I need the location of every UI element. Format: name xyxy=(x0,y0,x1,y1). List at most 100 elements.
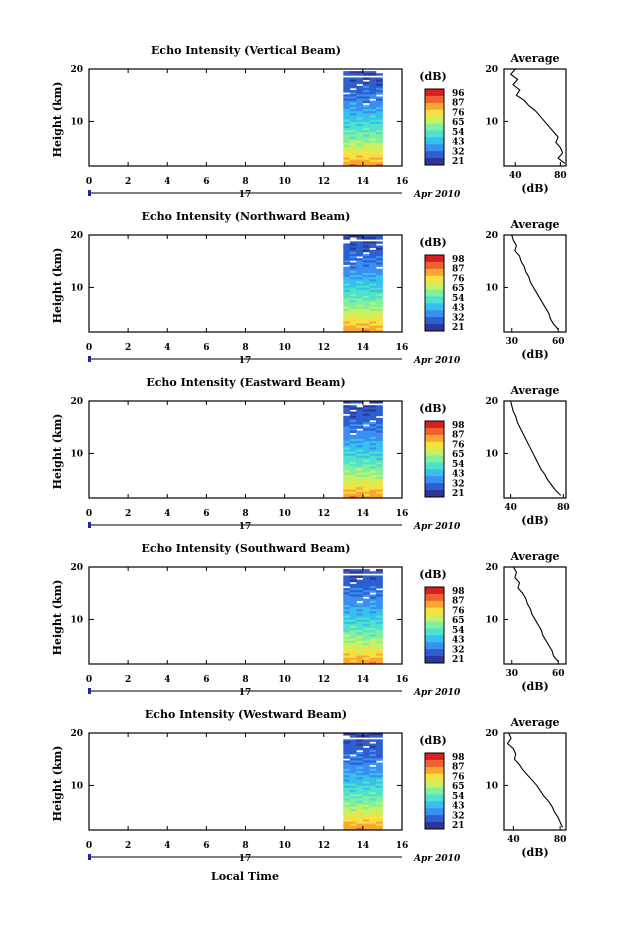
heatmap-cell xyxy=(362,602,370,606)
heatmap-cell xyxy=(349,249,357,253)
heatmap-cell xyxy=(349,770,357,774)
heatmap-cell xyxy=(349,653,357,656)
heatmap-cell xyxy=(349,623,357,627)
colorbar-tick-label: 32 xyxy=(452,313,465,323)
colorbar-tick-label: 98 xyxy=(452,753,465,763)
profile-y-tick-label: 10 xyxy=(485,283,498,293)
heatmap-cell xyxy=(349,319,357,322)
heatmap-cell xyxy=(343,100,351,104)
heatmap-cell xyxy=(343,649,351,652)
heatmap-cell xyxy=(375,304,383,308)
y-axis-label: Height (km) xyxy=(51,414,64,490)
heatmap-cell xyxy=(356,157,364,161)
heatmap-cell xyxy=(362,569,370,572)
heatmap-cell xyxy=(356,298,364,301)
heatmap-cell xyxy=(356,468,364,471)
heatmap-cell xyxy=(362,621,370,625)
heatmap-cell xyxy=(356,144,364,148)
heatmap-cell xyxy=(356,649,364,652)
heatmap-cell xyxy=(362,81,370,85)
heatmap-cell xyxy=(356,159,364,163)
heatmap-cell xyxy=(343,600,351,604)
heatmap-cell xyxy=(362,264,370,268)
heatmap-cell xyxy=(369,649,377,652)
heatmap-cell xyxy=(343,279,351,282)
heatmap-cell xyxy=(369,237,377,240)
heatmap-cell xyxy=(349,149,357,152)
heatmap-cell xyxy=(356,436,364,440)
heatmap-cell xyxy=(356,249,364,253)
heatmap-cell xyxy=(369,264,377,268)
heatmap-cell xyxy=(349,159,357,163)
heatmap-cell xyxy=(356,251,364,255)
heatmap-cell xyxy=(349,777,357,780)
heatmap-cell xyxy=(349,813,357,816)
heatmap-cell xyxy=(356,598,364,602)
heatmap-cell xyxy=(349,827,357,831)
heatmap-cell xyxy=(375,470,383,474)
heatmap-cell xyxy=(362,291,370,295)
heatmap-cell xyxy=(349,464,357,467)
heatmap-cell xyxy=(349,102,357,106)
heatmap-cell xyxy=(356,630,364,633)
x-tick-label: 0 xyxy=(86,343,92,353)
heatmap-cell xyxy=(362,775,370,778)
heatmap-cell xyxy=(369,260,377,263)
heatmap-cell xyxy=(369,655,377,659)
heatmap-cell xyxy=(375,487,383,490)
heatmap-cell xyxy=(375,462,383,465)
heatmap-cell xyxy=(349,649,357,652)
heatmap-cell xyxy=(369,575,377,578)
colorbar-segment xyxy=(425,427,444,436)
heatmap-cell xyxy=(343,827,351,831)
heatmap-cell xyxy=(349,310,357,314)
heatmap-cell xyxy=(375,647,383,650)
heatmap-cell xyxy=(349,268,357,272)
heatmap-cell xyxy=(375,808,383,812)
heatmap-cell xyxy=(375,773,383,776)
heatmap-cell xyxy=(343,615,351,619)
colorbar-segment xyxy=(425,123,444,131)
heatmap-cell xyxy=(356,424,364,427)
day-axis-marker xyxy=(88,854,91,860)
heatmap-cell xyxy=(349,592,357,595)
x-tick-label: 2 xyxy=(125,841,131,851)
colorbar-label: (dB) xyxy=(419,70,446,83)
heatmap-cell xyxy=(362,600,370,604)
heatmap-cell xyxy=(343,111,351,114)
heatmap-cell xyxy=(349,424,357,427)
heatmap-cell xyxy=(375,85,383,89)
heatmap-cell xyxy=(375,636,383,640)
heatmap-cell xyxy=(375,106,383,110)
heatmap-cell xyxy=(349,315,357,318)
heatmap-cell xyxy=(375,251,383,255)
heatmap-cell xyxy=(349,241,357,244)
heatmap-cell xyxy=(362,73,370,76)
heatmap-cell xyxy=(349,733,357,736)
heatmap-cell xyxy=(356,104,364,108)
heatmap-cell xyxy=(362,800,370,803)
heatmap-cell xyxy=(349,651,357,654)
heatmap-cell xyxy=(356,264,364,268)
heatmap-cell xyxy=(369,640,377,644)
heatmap-cell xyxy=(349,430,357,434)
heatmap-cell xyxy=(362,457,370,461)
heatmap-cell xyxy=(349,487,357,490)
heatmap-cell xyxy=(349,79,357,83)
heatmap-cell xyxy=(362,85,370,89)
colorbar-segment xyxy=(425,137,444,145)
heatmap-cell xyxy=(356,283,364,287)
heatmap-cell xyxy=(369,424,377,427)
colorbar-tick-label: 96 xyxy=(452,89,465,99)
heatmap-cell xyxy=(343,466,351,469)
profile-y-tick-label: 20 xyxy=(485,729,498,739)
heatmap-cell xyxy=(375,491,383,495)
heatmap-cell xyxy=(375,321,383,324)
heatmap-cell xyxy=(362,792,370,795)
heatmap-cell xyxy=(343,743,351,747)
heatmap-cell xyxy=(343,115,351,118)
colorbar-segment xyxy=(425,268,444,277)
heatmap-cell xyxy=(356,800,364,803)
heatmap-cell xyxy=(343,81,351,85)
colorbar-segment xyxy=(425,635,444,643)
